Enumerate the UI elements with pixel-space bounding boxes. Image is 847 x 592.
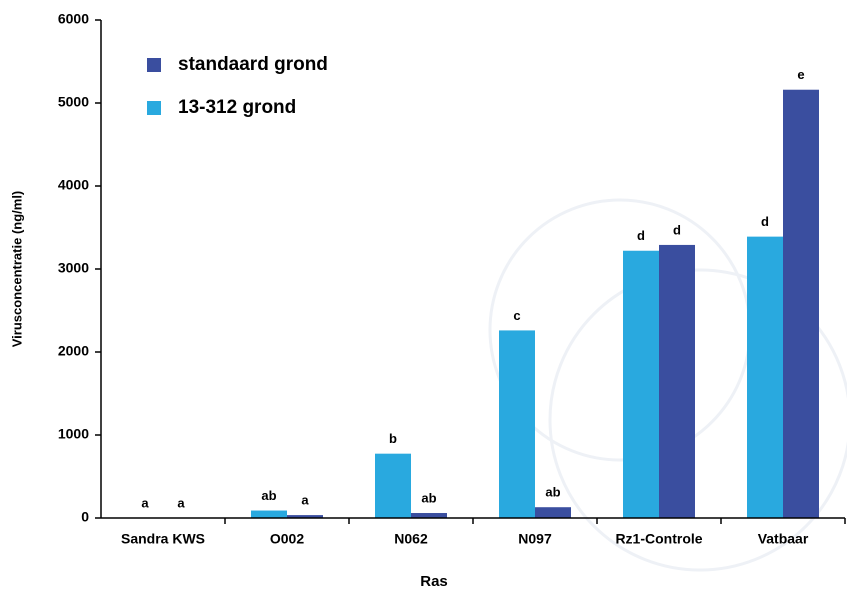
bar <box>375 453 411 518</box>
bar <box>251 510 287 518</box>
significance-label: ab <box>545 485 560 500</box>
bar <box>623 250 659 519</box>
bar <box>747 236 783 518</box>
significance-label: d <box>637 228 645 243</box>
significance-label: a <box>141 495 149 510</box>
legend-label: standaard grond <box>178 54 328 75</box>
x-tick-label: Sandra KWS <box>121 531 205 547</box>
y-tick-label: 0 <box>81 509 89 525</box>
significance-label: b <box>389 431 397 446</box>
bar <box>659 244 695 518</box>
significance-label: c <box>513 308 520 323</box>
bar <box>783 89 819 518</box>
x-tick-label: O002 <box>270 531 304 547</box>
x-tick-label: Vatbaar <box>758 531 809 547</box>
bar <box>411 513 447 518</box>
y-tick-label: 3000 <box>58 260 89 276</box>
significance-label: ab <box>421 490 436 505</box>
significance-label: a <box>177 495 185 510</box>
bar <box>535 507 571 518</box>
significance-label: d <box>761 214 769 229</box>
y-tick-label: 1000 <box>58 426 89 442</box>
bar <box>499 330 535 518</box>
legend-swatch <box>147 58 161 72</box>
x-tick-label: N062 <box>394 531 428 547</box>
y-tick-label: 4000 <box>58 177 89 193</box>
bar <box>287 515 323 518</box>
x-axis-label: Ras <box>420 573 448 590</box>
y-axis-label: Virusconcentratie (ng/ml) <box>9 191 24 348</box>
legend-swatch <box>147 101 161 115</box>
significance-label: ab <box>261 488 276 503</box>
legend-label: 13-312 grond <box>178 97 296 118</box>
y-tick-label: 2000 <box>58 343 89 359</box>
y-tick-label: 5000 <box>58 94 89 110</box>
significance-label: e <box>797 67 804 82</box>
x-tick-label: N097 <box>518 531 552 547</box>
y-tick-label: 6000 <box>58 11 89 27</box>
significance-label: a <box>301 493 309 508</box>
significance-label: d <box>673 222 681 237</box>
x-tick-label: Rz1-Controle <box>615 531 702 547</box>
